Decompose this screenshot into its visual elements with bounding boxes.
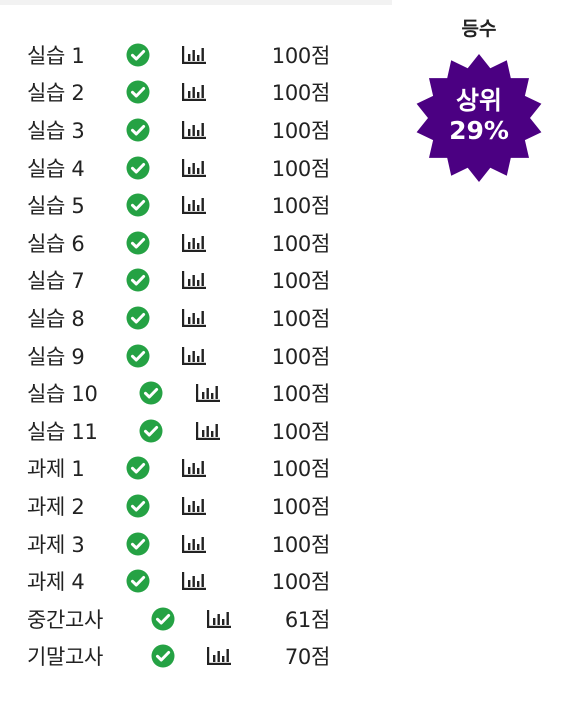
score-row: 실습 7 100점 [0,262,400,300]
check-circle-icon [126,532,150,556]
score-value: 100점 [271,532,331,557]
check-circle-icon [151,644,175,668]
bar-chart-icon[interactable] [195,421,221,441]
score-row: 과제 4 100점 [0,562,400,600]
score-row: 실습 1 100점 [0,36,400,74]
check-circle-icon [126,456,150,480]
check-circle-icon [126,43,150,67]
score-row: 중간고사 61점 [0,600,400,638]
score-value: 100점 [271,570,331,595]
row-label: 실습 8 [27,306,85,331]
rank-badge-line2: 29% [449,116,509,145]
row-label: 실습 4 [27,156,85,181]
check-circle-icon [126,231,150,255]
bar-chart-icon[interactable] [181,346,207,366]
score-row: 실습 3 100점 [0,111,400,149]
score-row: 과제 2 100점 [0,487,400,525]
bar-chart-icon[interactable] [206,609,232,629]
check-circle-icon [126,268,150,292]
score-row: 과제 3 100점 [0,525,400,563]
row-label: 과제 2 [27,494,85,519]
row-label: 실습 9 [27,344,85,369]
score-row: 실습 8 100점 [0,299,400,337]
bar-chart-icon[interactable] [181,82,207,102]
score-row: 실습 4 100점 [0,149,400,187]
row-label: 실습 3 [27,118,85,143]
bar-chart-icon[interactable] [181,45,207,65]
badge-starburst-icon [416,54,542,182]
check-circle-icon [126,306,150,330]
score-value: 100점 [271,156,331,181]
score-list: 실습 1 100점 실습 2 100점 실습 3 100점 실습 4 100점 … [0,36,400,675]
check-circle-icon [126,118,150,142]
row-label: 실습 2 [27,81,85,106]
score-value: 100점 [271,494,331,519]
check-circle-icon [151,607,175,631]
score-value: 100점 [271,194,331,219]
row-label: 과제 4 [27,570,85,595]
bar-chart-icon[interactable] [181,571,207,591]
score-row: 실습 6 100점 [0,224,400,262]
rank-badge-line1: 상위 [455,86,502,115]
bar-chart-icon[interactable] [181,120,207,140]
check-circle-icon [126,193,150,217]
score-value: 100점 [271,382,331,407]
row-label: 실습 1 [27,43,85,68]
check-circle-icon [126,156,150,180]
bar-chart-icon[interactable] [206,646,232,666]
check-circle-icon [126,569,150,593]
check-circle-icon [139,381,163,405]
check-circle-icon [126,494,150,518]
score-value: 100점 [271,419,331,444]
rank-title: 등수 [461,18,497,40]
row-label: 실습 11 [27,419,98,444]
bar-chart-icon[interactable] [195,383,221,403]
bar-chart-icon[interactable] [181,233,207,253]
rank-badge: 상위 29% [413,52,545,184]
score-value: 100점 [271,457,331,482]
score-row: 실습 10 100점 [0,374,400,412]
row-label: 과제 1 [27,457,85,482]
score-row: 실습 11 100점 [0,412,400,450]
top-divider-band [0,0,392,5]
score-value: 100점 [271,306,331,331]
check-circle-icon [139,419,163,443]
row-label: 과제 3 [27,532,85,557]
row-label: 실습 6 [27,231,85,256]
row-label: 실습 5 [27,194,85,219]
row-label: 중간고사 [27,607,104,632]
score-value: 61점 [284,607,330,632]
score-row: 기말고사 70점 [0,638,400,676]
score-row: 실습 5 100점 [0,186,400,224]
bar-chart-icon[interactable] [181,534,207,554]
score-value: 70점 [284,645,330,670]
score-row: 실습 9 100점 [0,337,400,375]
bar-chart-icon[interactable] [181,270,207,290]
score-value: 100점 [271,81,331,106]
bar-chart-icon[interactable] [181,158,207,178]
score-row: 과제 1 100점 [0,450,400,488]
row-label: 기말고사 [27,645,104,670]
row-label: 실습 7 [27,269,85,294]
bar-chart-icon[interactable] [181,458,207,478]
score-row: 실습 2 100점 [0,74,400,112]
score-value: 100점 [271,344,331,369]
score-value: 100점 [271,231,331,256]
score-value: 100점 [271,269,331,294]
check-circle-icon [126,344,150,368]
bar-chart-icon[interactable] [181,308,207,328]
bar-chart-icon[interactable] [181,496,207,516]
bar-chart-icon[interactable] [181,195,207,215]
score-value: 100점 [271,118,331,143]
score-value: 100점 [271,43,331,68]
row-label: 실습 10 [27,382,98,407]
rank-badge-text: 상위 29% [413,86,545,146]
check-circle-icon [126,80,150,104]
